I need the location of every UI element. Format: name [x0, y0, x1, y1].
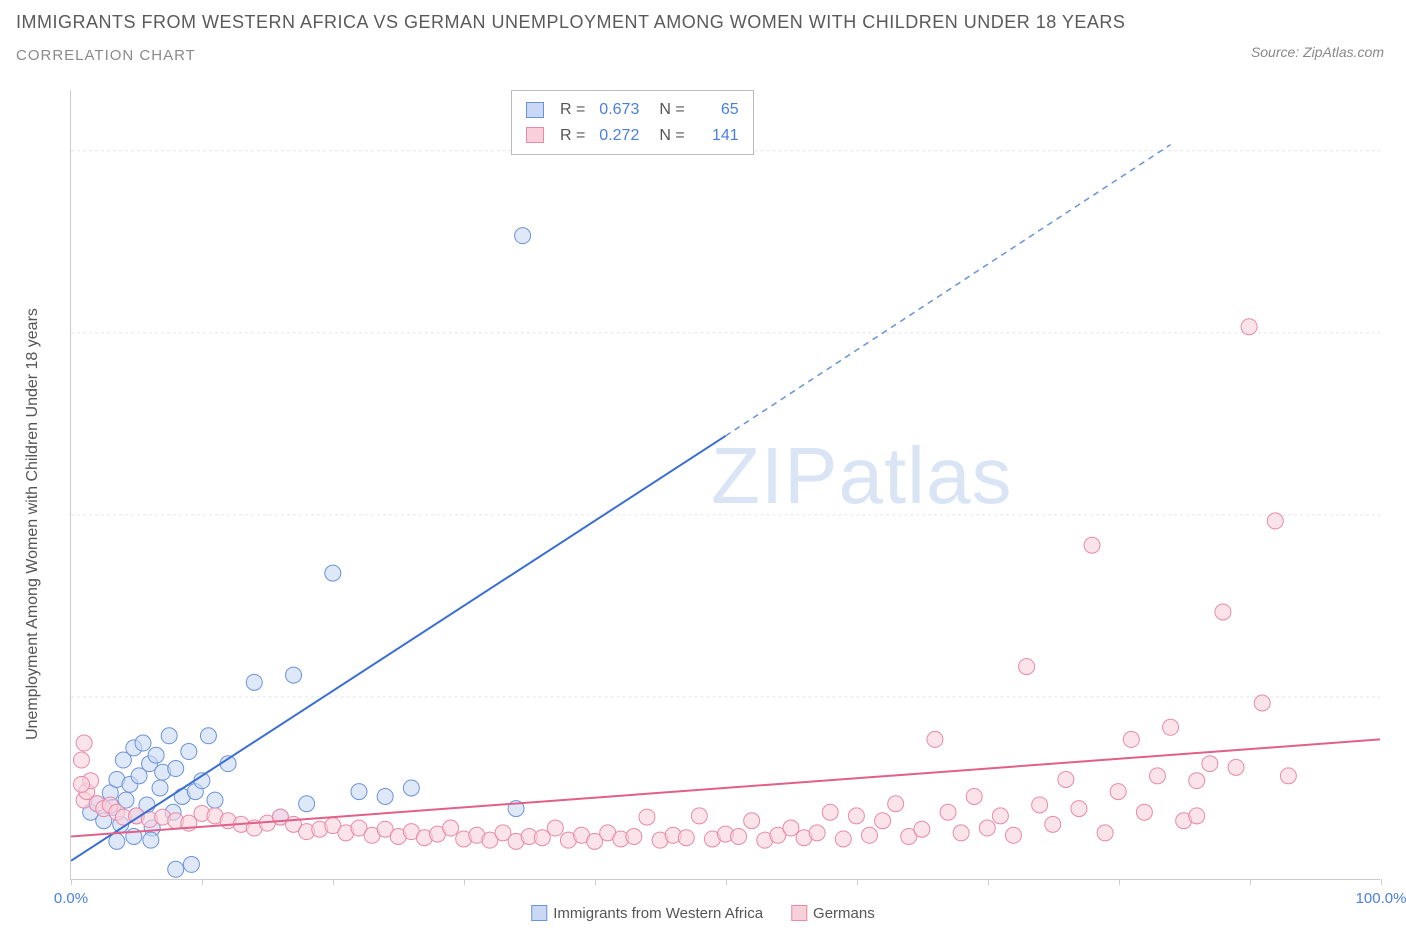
series-swatch — [526, 102, 544, 118]
legend-swatch — [531, 905, 547, 921]
trend-line — [71, 436, 726, 861]
y-tick-label: 60.0% — [1388, 142, 1406, 159]
data-point — [835, 831, 851, 847]
x-tick-label: 0.0% — [54, 890, 88, 907]
data-point — [979, 820, 995, 836]
data-point — [1032, 797, 1048, 813]
data-point — [914, 821, 930, 837]
data-point — [940, 804, 956, 820]
chart-subtitle: CORRELATION CHART — [16, 47, 1125, 64]
data-point — [135, 735, 151, 751]
data-point — [678, 830, 694, 846]
data-point — [783, 820, 799, 836]
data-point — [1189, 773, 1205, 789]
data-point — [1005, 827, 1021, 843]
y-tick-label: 30.0% — [1388, 507, 1406, 524]
data-point — [744, 813, 760, 829]
data-point — [731, 829, 747, 845]
y-tick-label: 15.0% — [1388, 689, 1406, 706]
data-point — [325, 565, 341, 581]
data-point — [691, 808, 707, 824]
data-point — [626, 829, 642, 845]
data-point — [207, 792, 223, 808]
legend-swatch — [791, 905, 807, 921]
data-point — [809, 825, 825, 841]
data-point — [1110, 784, 1126, 800]
data-point — [861, 827, 877, 843]
data-point — [148, 747, 164, 763]
data-point — [1097, 825, 1113, 841]
y-axis-label: Unemployment Among Women with Children U… — [24, 308, 42, 740]
data-point — [1163, 719, 1179, 735]
data-point — [1241, 319, 1257, 335]
data-point — [73, 776, 89, 792]
data-point — [351, 784, 367, 800]
data-point — [200, 728, 216, 744]
data-point — [168, 861, 184, 877]
data-point — [443, 820, 459, 836]
series-swatch — [526, 127, 544, 143]
y-tick-label: 45.0% — [1388, 325, 1406, 342]
stats-row: R =0.272N =141 — [526, 123, 739, 149]
data-point — [1071, 801, 1087, 817]
trend-line-extrapolated — [726, 145, 1171, 436]
data-point — [1123, 731, 1139, 747]
legend: Immigrants from Western Africa Germans — [531, 905, 874, 922]
data-point — [927, 731, 943, 747]
data-point — [1136, 804, 1152, 820]
data-point — [1045, 816, 1061, 832]
data-point — [1019, 659, 1035, 675]
data-point — [966, 788, 982, 804]
data-point — [183, 856, 199, 872]
legend-label: Germans — [813, 905, 875, 922]
data-point — [1058, 771, 1074, 787]
data-point — [534, 830, 550, 846]
chart-title: IMMIGRANTS FROM WESTERN AFRICA VS GERMAN… — [16, 12, 1125, 33]
x-tick-label: 100.0% — [1356, 890, 1406, 907]
source-attribution: Source: ZipAtlas.com — [1251, 44, 1384, 60]
correlation-stats-box: R =0.673N =65R =0.272N =141 — [511, 90, 754, 155]
data-point — [73, 752, 89, 768]
data-point — [76, 735, 92, 751]
data-point — [1254, 695, 1270, 711]
data-point — [1149, 768, 1165, 784]
data-point — [161, 728, 177, 744]
data-point — [181, 744, 197, 760]
data-point — [888, 796, 904, 812]
data-point — [299, 796, 315, 812]
data-point — [152, 780, 168, 796]
data-point — [992, 808, 1008, 824]
data-point — [143, 832, 159, 848]
data-point — [403, 780, 419, 796]
data-point — [1202, 756, 1218, 772]
data-point — [168, 761, 184, 777]
data-point — [639, 809, 655, 825]
data-point — [377, 788, 393, 804]
legend-item: Immigrants from Western Africa — [531, 905, 763, 922]
data-point — [875, 813, 891, 829]
data-point — [246, 674, 262, 690]
data-point — [547, 820, 563, 836]
data-point — [515, 228, 531, 244]
legend-item: Germans — [791, 905, 875, 922]
data-point — [822, 804, 838, 820]
data-point — [1084, 537, 1100, 553]
data-point — [953, 825, 969, 841]
scatter-plot: 15.0%30.0%45.0%60.0% 0.0%100.0% ZIPatlas… — [70, 90, 1380, 880]
data-point — [1228, 759, 1244, 775]
data-point — [1280, 768, 1296, 784]
data-point — [848, 808, 864, 824]
legend-label: Immigrants from Western Africa — [553, 905, 763, 922]
data-point — [286, 667, 302, 683]
data-point — [1267, 513, 1283, 529]
data-point — [1215, 604, 1231, 620]
data-point — [1189, 808, 1205, 824]
stats-row: R =0.673N =65 — [526, 97, 739, 123]
